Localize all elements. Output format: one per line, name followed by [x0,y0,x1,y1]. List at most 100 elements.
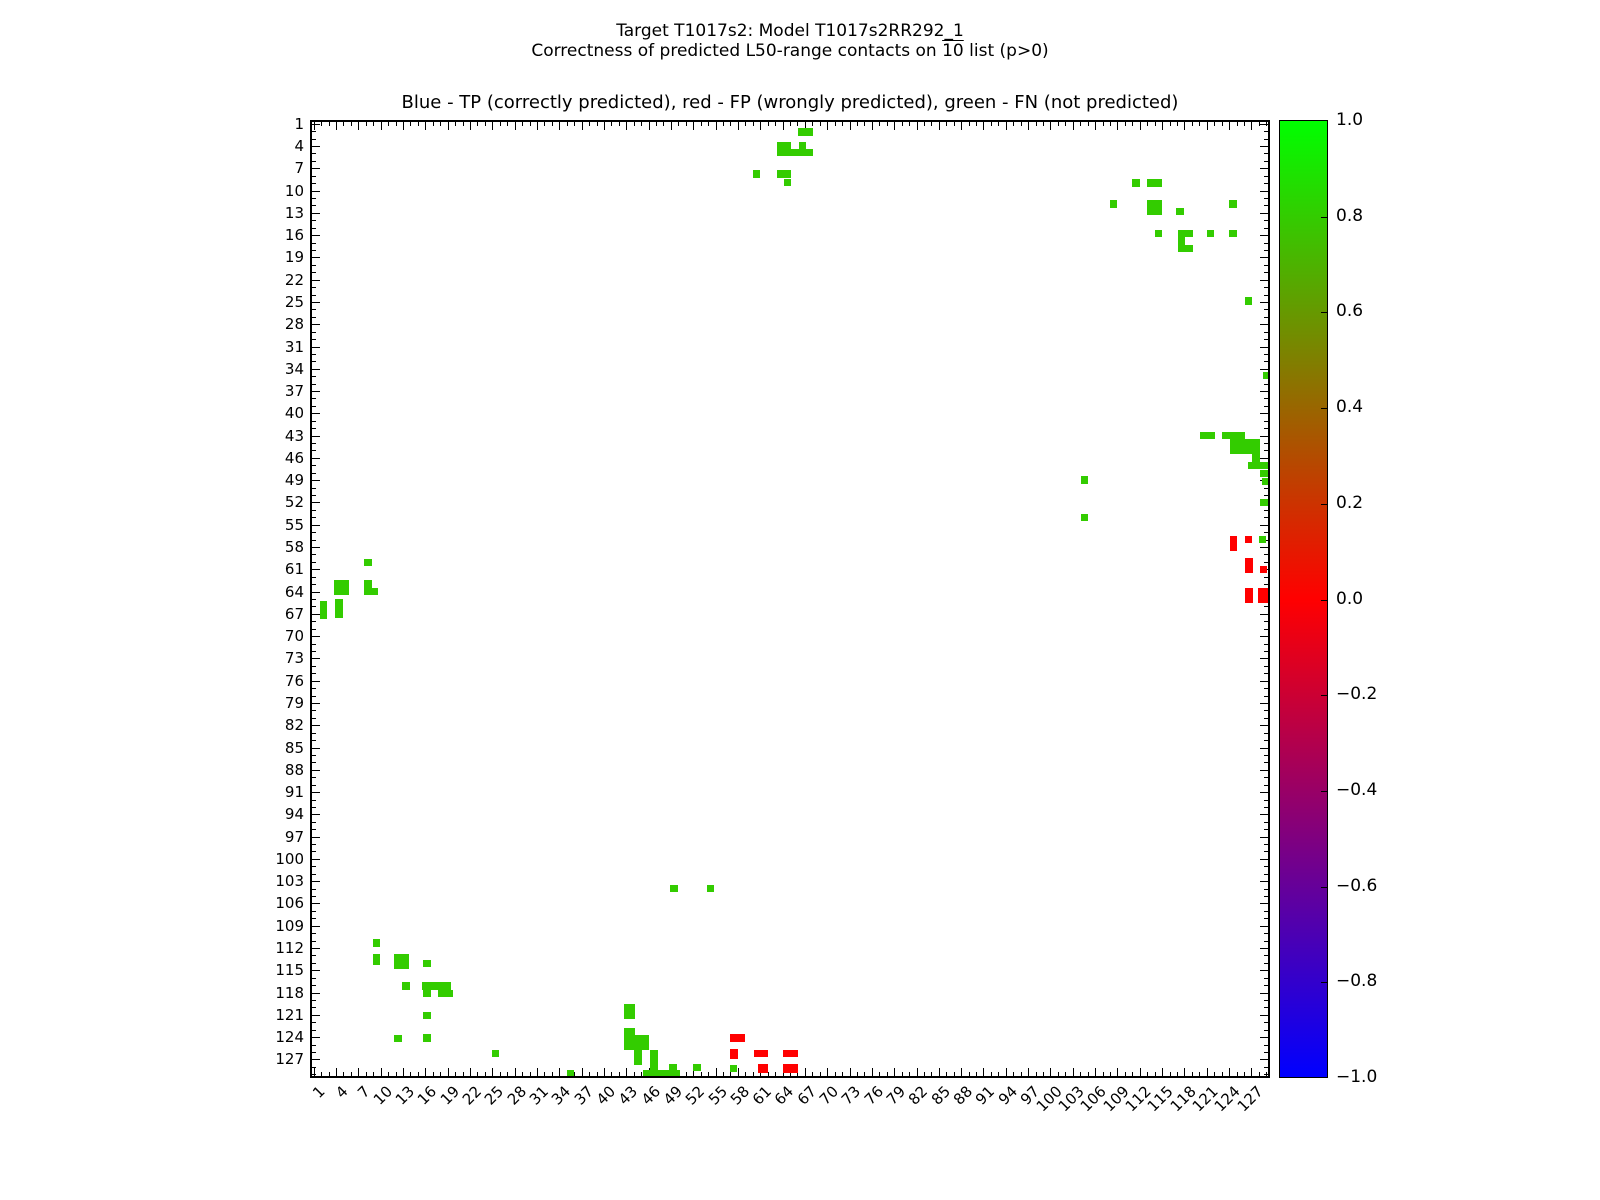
axis-tick [336,122,338,130]
contact-marker-green [372,939,380,947]
y-tick-label: 16 [284,226,304,245]
y-tick-label: 100 [275,849,304,868]
contact-marker-green [669,1063,677,1072]
axis-tick [1264,1000,1268,1002]
axis-tick [611,122,613,126]
axis-tick [916,1068,918,1076]
axis-tick [312,554,316,556]
axis-tick [842,122,844,126]
y-tick-label: 7 [294,159,304,178]
axis-tick [455,1072,457,1076]
axis-tick [1260,858,1268,860]
axis-tick [1264,450,1268,452]
axis-tick [1102,1072,1104,1076]
contact-marker-red [1244,535,1253,544]
axis-tick [312,324,320,326]
axis-tick [1124,122,1126,126]
axis-tick [312,1074,316,1076]
axis-tick [1260,903,1268,905]
y-tick-label: 31 [284,337,304,356]
axis-tick [484,1072,486,1076]
contact-marker-green [421,982,452,990]
axis-tick [380,1068,382,1076]
axis-tick [589,1072,591,1076]
contact-marker-green [319,601,328,620]
axis-tick [312,792,320,794]
axis-tick [1260,324,1268,326]
axis-tick [321,122,323,126]
axis-tick [312,665,316,667]
axis-tick [312,123,320,125]
y-tick-label: 127 [275,1050,304,1069]
contact-marker-green [650,1049,658,1073]
axis-tick [1260,279,1268,281]
colorbar-tick-label: −0.8 [1336,971,1378,992]
axis-tick [312,539,316,541]
axis-tick [358,122,360,130]
x-tick-label: 127 [1233,1082,1267,1116]
axis-tick [886,1072,888,1076]
axis-tick [693,1068,695,1076]
axis-tick [1154,122,1156,126]
axis-tick [1139,1068,1141,1076]
y-tick-label: 58 [284,538,304,556]
axis-tick [1065,122,1067,126]
axis-tick [551,1072,553,1076]
axis-tick [1087,1072,1089,1076]
axis-tick [312,910,316,912]
axis-tick [403,1068,405,1076]
axis-tick [797,1072,799,1076]
contact-marker-green [1080,513,1089,522]
axis-tick [484,122,486,126]
axis-tick [410,122,412,126]
axis-tick [499,122,501,126]
axis-tick [864,1072,866,1076]
axis-tick [477,1072,479,1076]
axis-tick [1124,1072,1126,1076]
axis-tick [581,122,583,130]
axis-tick [648,122,650,130]
axis-tick [1264,495,1268,497]
axis-tick [358,1068,360,1076]
contact-marker-green [798,128,814,136]
contact-marker-green [1229,200,1237,208]
axis-tick [312,650,316,652]
axis-tick [312,613,320,615]
colorbar-tick-label: 1.0 [1336,110,1364,130]
y-tick-label: 97 [284,827,304,846]
axis-tick [752,1072,754,1076]
axis-tick [1260,123,1268,125]
colorbar-tick-label: −0.2 [1336,684,1378,705]
axis-tick [312,591,320,593]
axis-tick [938,122,940,130]
y-tick-label: 103 [275,872,304,891]
contact-marker-green [1177,237,1186,245]
contact-marker-red [1245,558,1253,573]
axis-tick [1035,1072,1037,1076]
axis-tick [312,896,316,898]
contact-marker-green [1080,476,1089,484]
contact-marker-green [1258,535,1267,544]
axis-tick [1264,227,1268,229]
axis-tick [1028,122,1030,130]
axis-tick [1264,695,1268,697]
axis-tick [1184,122,1186,130]
axis-tick [312,287,316,289]
axis-tick [312,732,316,734]
axis-tick [312,457,320,459]
axis-tick [1260,814,1268,816]
axis-tick [1264,673,1268,675]
axis-tick [447,1068,449,1076]
axis-tick [312,532,316,534]
axis-tick [1264,197,1268,199]
y-tick-label: 37 [284,382,304,401]
axis-tick [685,122,687,126]
axis-tick [894,1068,896,1076]
axis-tick [395,1072,397,1076]
axis-tick [723,1072,725,1076]
axis-tick [1264,1066,1268,1068]
axis-tick [1264,339,1268,341]
contact-marker-green [370,587,378,596]
axis-tick [312,680,320,682]
axis-tick [1264,153,1268,155]
